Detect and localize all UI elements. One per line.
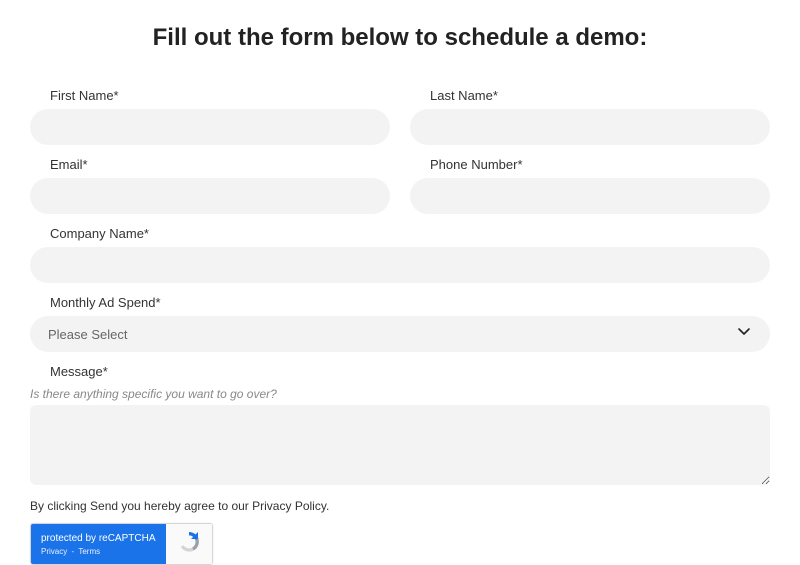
company-label: Company Name* bbox=[30, 226, 770, 241]
message-helper: Is there anything specific you want to g… bbox=[30, 387, 770, 401]
consent-suffix: . bbox=[326, 499, 329, 513]
row-contact: Email* Phone Number* bbox=[30, 157, 770, 214]
message-textarea[interactable] bbox=[30, 405, 770, 485]
recaptcha-badge: protected by reCAPTCHA Privacy - Terms bbox=[30, 523, 213, 565]
email-label: Email* bbox=[30, 157, 390, 172]
recaptcha-left: protected by reCAPTCHA Privacy - Terms bbox=[31, 524, 166, 564]
recaptcha-privacy-link[interactable]: Privacy bbox=[41, 547, 67, 556]
recaptcha-links: Privacy - Terms bbox=[41, 547, 156, 556]
last-name-input[interactable] bbox=[410, 109, 770, 145]
recaptcha-logo-area bbox=[166, 524, 212, 564]
first-name-input[interactable] bbox=[30, 109, 390, 145]
phone-input[interactable] bbox=[410, 178, 770, 214]
ad-spend-select-wrap: Please Select bbox=[30, 316, 770, 352]
field-email: Email* bbox=[30, 157, 390, 214]
last-name-label: Last Name* bbox=[410, 88, 770, 103]
recaptcha-sep: - bbox=[69, 547, 76, 556]
recaptcha-icon bbox=[175, 528, 203, 561]
ad-spend-select[interactable]: Please Select bbox=[30, 316, 770, 352]
message-label: Message* bbox=[30, 364, 770, 379]
row-name: First Name* Last Name* bbox=[30, 88, 770, 145]
recaptcha-terms-link[interactable]: Terms bbox=[78, 547, 100, 556]
consent-text: By clicking Send you hereby agree to our… bbox=[30, 499, 770, 513]
email-input[interactable] bbox=[30, 178, 390, 214]
field-last-name: Last Name* bbox=[410, 88, 770, 145]
consent-prefix: By clicking Send you hereby agree to our bbox=[30, 499, 252, 513]
recaptcha-protected-text: protected by reCAPTCHA bbox=[41, 533, 156, 545]
form-title: Fill out the form below to schedule a de… bbox=[30, 24, 770, 52]
field-first-name: First Name* bbox=[30, 88, 390, 145]
company-input[interactable] bbox=[30, 247, 770, 283]
ad-spend-label: Monthly Ad Spend* bbox=[30, 295, 770, 310]
field-ad-spend: Monthly Ad Spend* Please Select bbox=[30, 295, 770, 352]
field-phone: Phone Number* bbox=[410, 157, 770, 214]
phone-label: Phone Number* bbox=[410, 157, 770, 172]
form-container: Fill out the form below to schedule a de… bbox=[0, 0, 800, 565]
privacy-policy-link[interactable]: Privacy Policy bbox=[252, 499, 326, 513]
field-message: Message* Is there anything specific you … bbox=[30, 364, 770, 485]
field-company: Company Name* bbox=[30, 226, 770, 283]
first-name-label: First Name* bbox=[30, 88, 390, 103]
